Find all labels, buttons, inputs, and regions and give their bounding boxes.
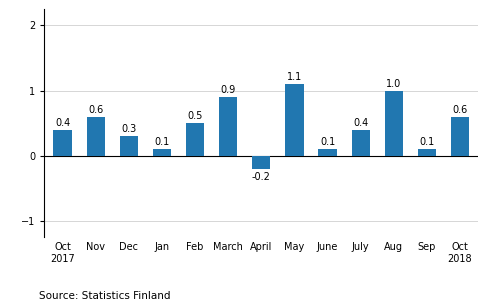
Bar	[120, 136, 138, 156]
Bar	[385, 91, 403, 156]
Text: 0.4: 0.4	[353, 118, 368, 128]
Text: Source: Statistics Finland: Source: Statistics Finland	[39, 291, 171, 301]
Text: -0.2: -0.2	[252, 172, 271, 182]
Text: 1.0: 1.0	[386, 79, 401, 88]
Text: 0.1: 0.1	[320, 137, 335, 147]
Bar	[252, 156, 270, 169]
Bar	[352, 130, 370, 156]
Bar	[219, 97, 237, 156]
Text: 1.1: 1.1	[287, 72, 302, 82]
Text: 0.6: 0.6	[453, 105, 468, 115]
Text: 0.6: 0.6	[88, 105, 104, 115]
Bar	[186, 123, 204, 156]
Bar	[451, 117, 469, 156]
Bar	[418, 149, 436, 156]
Bar	[318, 149, 337, 156]
Bar	[153, 149, 171, 156]
Bar	[285, 84, 304, 156]
Bar	[87, 117, 105, 156]
Bar	[53, 130, 71, 156]
Text: 0.9: 0.9	[220, 85, 236, 95]
Text: 0.4: 0.4	[55, 118, 70, 128]
Text: 0.3: 0.3	[121, 124, 137, 134]
Text: 0.1: 0.1	[419, 137, 434, 147]
Text: 0.1: 0.1	[154, 137, 170, 147]
Text: 0.5: 0.5	[187, 111, 203, 121]
